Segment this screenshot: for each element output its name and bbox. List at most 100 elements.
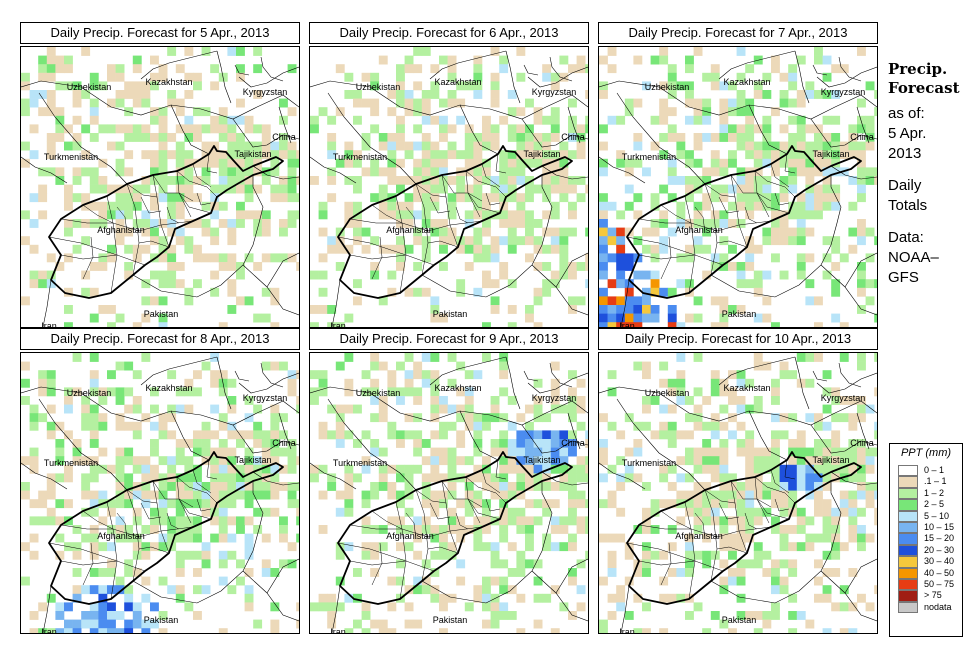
province-boundary [481,163,501,188]
country-label-pakistan: Pakistan [144,309,179,319]
province-boundary [441,480,483,508]
country-border [459,104,499,155]
country-border [140,356,218,386]
legend-swatch [898,567,918,579]
province-boundary [626,542,724,572]
province-boundary [429,196,451,214]
country-border [567,106,581,144]
province-boundary [405,512,417,540]
province-boundary [427,546,459,554]
country-label-kazakhstan: Kazakhstan [434,77,481,87]
panel-title: Daily Precip. Forecast for 5 Apr., 2013 [20,22,300,44]
country-label-pakistan: Pakistan [722,615,757,625]
country-label-afghanistan: Afghanistan [386,225,434,235]
country-border [816,66,877,88]
totals-line-1: Daily [888,177,922,194]
country-label-kyrgyzstan: Kyrgyzstan [821,393,866,403]
country-border [278,412,292,450]
country-border [620,585,630,633]
legend-label: 30 – 40 [924,556,955,567]
legend-item: 50 – 75 [890,578,962,591]
country-border [820,570,877,622]
asof-date-2: 2013 [888,145,922,162]
province-boundary [371,510,403,530]
province-boundary [176,476,218,504]
afghanistan-outline [626,451,862,605]
province-boundary [126,489,158,504]
country-border [838,362,862,388]
province-boundary [704,489,718,582]
province-boundary [138,240,170,248]
country-border [856,412,870,450]
province-boundary [126,183,158,198]
legend-item: 15 – 20 [890,533,962,545]
legend-label: 5 – 10 [924,510,950,521]
province-boundary [744,206,758,224]
province-boundary [116,512,128,540]
panel-title: Daily Precip. Forecast for 9 Apr., 2013 [309,328,589,350]
province-boundary [638,560,696,566]
province-boundary [106,501,118,600]
forecast-map: Uzbekistan Kazakhstan Kyrgyzstan China Turkm… [309,352,589,634]
country-border [238,66,299,88]
country-border [252,471,299,486]
country-label-china: China [272,438,296,448]
country-border [794,50,810,104]
data-line-1: Data: [888,229,924,246]
province-boundary [716,546,748,554]
legend-swatch [898,578,918,591]
province-boundary [192,163,212,188]
province-boundary [718,502,740,520]
province-boundary [718,196,740,214]
province-boundary [660,542,672,586]
province-boundary [754,170,796,198]
country-border [830,471,877,486]
province-boundary [467,498,501,520]
country-border [232,118,299,148]
country-label-afghanistan: Afghanistan [675,225,723,235]
country-label-tajikistan: Tajikistan [234,455,271,465]
province-boundary [770,469,790,494]
country-label-tajikistan: Tajikistan [234,149,271,159]
country-label-iran: Iran [619,321,635,327]
panel-title: Daily Precip. Forecast for 7 Apr., 2013 [598,22,878,44]
province-boundary [106,195,118,294]
country-border [327,398,417,491]
country-label-kyrgyzstan: Kyrgyzstan [243,87,288,97]
country-border [170,104,210,155]
country-border [616,398,706,491]
country-label-kazakhstan: Kazakhstan [434,383,481,393]
province-boundary [206,153,218,174]
country-border [718,50,796,80]
country-label-uzbekistan: Uzbekistan [645,388,690,398]
country-border [459,410,499,461]
province-boundary [60,254,118,260]
province-boundary [716,240,748,248]
country-border [844,252,877,288]
country-label-uzbekistan: Uzbekistan [67,82,112,92]
province-boundary [82,204,114,224]
province-boundary [730,174,772,202]
country-border [523,370,539,382]
province-boundary [754,476,796,504]
country-border [812,370,828,382]
province-boundary [684,195,696,294]
country-border [234,64,250,76]
country-border [830,165,877,180]
country-border [844,558,877,594]
province-boundary [415,489,429,582]
country-border [38,398,128,491]
province-boundary [337,542,435,572]
panel-title: Daily Precip. Forecast for 10 Apr., 2013 [598,328,878,350]
legend-label: > 75 [924,590,942,601]
sidebar-heading-2: Forecast [888,79,960,97]
country-label-iran: Iran [41,321,57,327]
legend-item: 2 – 5 [890,499,962,511]
country-border [599,156,646,184]
country-border [216,50,232,104]
sidebar-info: Precip. Forecast as of: 5 Apr. 2013 Dail… [888,60,973,288]
country-border [310,156,357,184]
sidebar-heading-1: Precip. [888,60,948,78]
legend-label: 1 – 2 [924,487,945,498]
country-border [549,56,573,82]
